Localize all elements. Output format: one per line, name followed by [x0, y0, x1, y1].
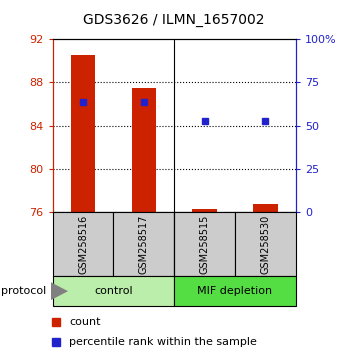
Text: MIF depletion: MIF depletion — [198, 286, 273, 296]
Text: GSM258515: GSM258515 — [200, 215, 210, 274]
Bar — [53, 276, 174, 306]
Bar — [192, 209, 217, 212]
Bar — [174, 212, 235, 276]
Text: protocol: protocol — [1, 286, 46, 296]
Bar — [235, 212, 296, 276]
Bar — [114, 212, 174, 276]
Bar — [53, 212, 114, 276]
Text: count: count — [69, 316, 101, 327]
Text: GSM258517: GSM258517 — [139, 215, 149, 274]
Bar — [71, 55, 95, 212]
Text: GSM258530: GSM258530 — [260, 215, 270, 274]
Text: percentile rank within the sample: percentile rank within the sample — [69, 337, 257, 347]
Bar — [132, 88, 156, 212]
Text: GDS3626 / ILMN_1657002: GDS3626 / ILMN_1657002 — [84, 12, 265, 27]
Text: GSM258516: GSM258516 — [78, 215, 88, 274]
Text: control: control — [94, 286, 133, 296]
Bar — [253, 204, 277, 212]
Polygon shape — [51, 282, 68, 300]
Bar — [174, 276, 296, 306]
